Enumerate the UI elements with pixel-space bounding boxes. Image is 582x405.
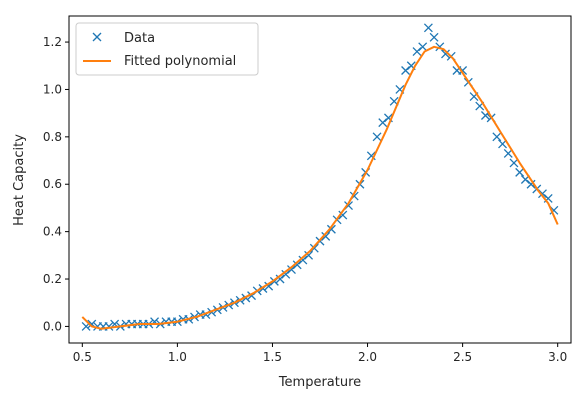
data-point — [292, 260, 302, 270]
data-point — [275, 274, 285, 284]
data-point — [526, 179, 536, 189]
data-point — [372, 132, 382, 142]
data-point — [429, 32, 439, 42]
x-tick-label: 2.0 — [358, 350, 377, 364]
y-tick-label: 0.2 — [43, 272, 62, 286]
data-point — [401, 66, 411, 75]
legend-label-data: Data — [124, 31, 155, 46]
x-axis-label: Temperature — [278, 375, 361, 390]
data-point — [492, 132, 502, 142]
data-point — [338, 210, 348, 220]
data-point — [281, 269, 291, 279]
data-point — [264, 281, 274, 291]
y-tick-label: 0.6 — [43, 177, 62, 191]
y-axis: 0.0 0.2 0.4 0.6 0.8 1.0 1.2 — [43, 35, 69, 333]
plot-area — [81, 23, 559, 331]
x-tick-label: 1.5 — [263, 350, 282, 364]
x-tick-label: 2.5 — [453, 350, 472, 364]
data-point — [509, 158, 519, 168]
data-point — [538, 189, 547, 199]
data-point — [418, 42, 428, 52]
x-tick-label: 1.0 — [168, 350, 187, 364]
data-point — [326, 224, 336, 234]
data-point — [321, 231, 331, 241]
y-tick-label: 0.4 — [43, 225, 62, 239]
data-point — [503, 148, 513, 158]
x-tick-label: 0.5 — [73, 350, 92, 364]
fitted-polynomial-line — [81, 45, 559, 330]
legend: Data Fitted polynomial — [75, 22, 259, 76]
y-tick-label: 1.2 — [43, 35, 62, 49]
data-point — [304, 250, 314, 260]
y-axis-label: Heat Capacity — [12, 134, 27, 226]
data-point — [423, 23, 433, 33]
legend-marker-data — [92, 32, 102, 42]
x-axis: 0.5 1.0 1.5 2.0 2.5 3.0 — [73, 343, 567, 364]
y-tick-label: 0.8 — [43, 130, 62, 144]
legend-frame — [75, 22, 259, 76]
plot-frame — [68, 15, 572, 344]
y-tick-label: 0.0 — [43, 319, 62, 333]
data-point — [309, 243, 319, 253]
x-tick-label: 3.0 — [548, 350, 567, 364]
data-point — [287, 265, 296, 275]
data-point — [412, 47, 422, 57]
legend-label-fit: Fitted polynomial — [124, 54, 236, 69]
data-point — [298, 255, 308, 265]
data-point — [378, 118, 388, 128]
data-point — [441, 49, 450, 59]
data-point — [515, 167, 525, 177]
y-tick-label: 1.0 — [43, 82, 62, 96]
